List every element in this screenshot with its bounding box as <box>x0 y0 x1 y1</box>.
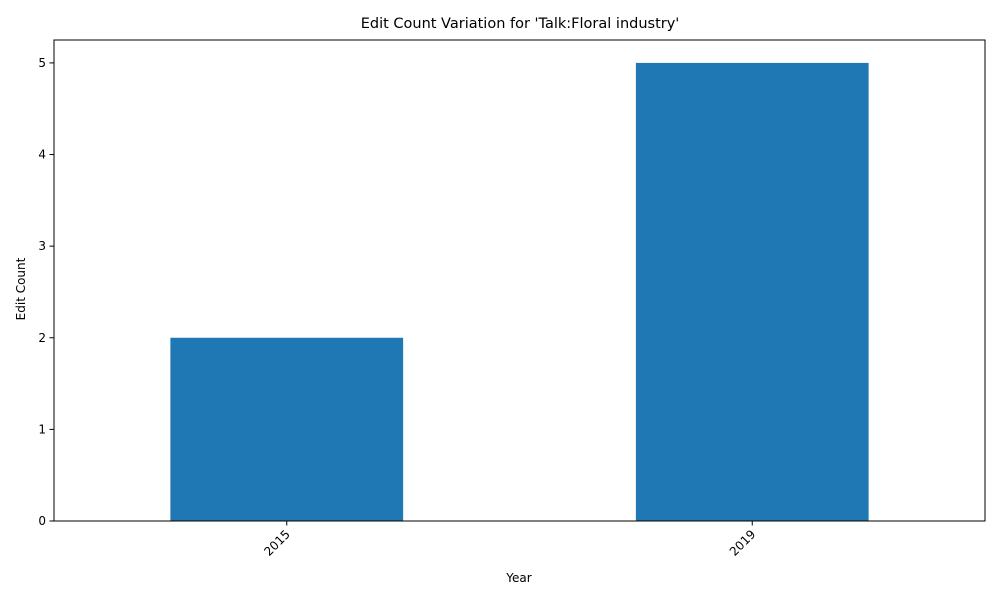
axes-frame <box>53 39 986 522</box>
y-tick-label-2: 2 <box>38 331 46 345</box>
plot-area: 0 1 2 3 4 5 2015 2019 <box>38 39 986 559</box>
y-tick-label-4: 4 <box>38 148 46 162</box>
y-tick-label-0: 0 <box>38 514 46 528</box>
y-axis-label: Edit Count <box>14 257 28 320</box>
y-tick-label-1: 1 <box>38 422 46 436</box>
y-tick-label-5: 5 <box>38 56 46 70</box>
bar-2019 <box>635 62 869 522</box>
x-tick-label-2015: 2015 <box>261 527 292 558</box>
y-tick-label-3: 3 <box>38 239 46 253</box>
chart-title: Edit Count Variation for 'Talk:Floral in… <box>361 16 680 32</box>
x-tick-label-2019: 2019 <box>727 527 758 558</box>
bar-2015 <box>170 337 404 521</box>
x-axis-label: Year <box>505 571 531 585</box>
